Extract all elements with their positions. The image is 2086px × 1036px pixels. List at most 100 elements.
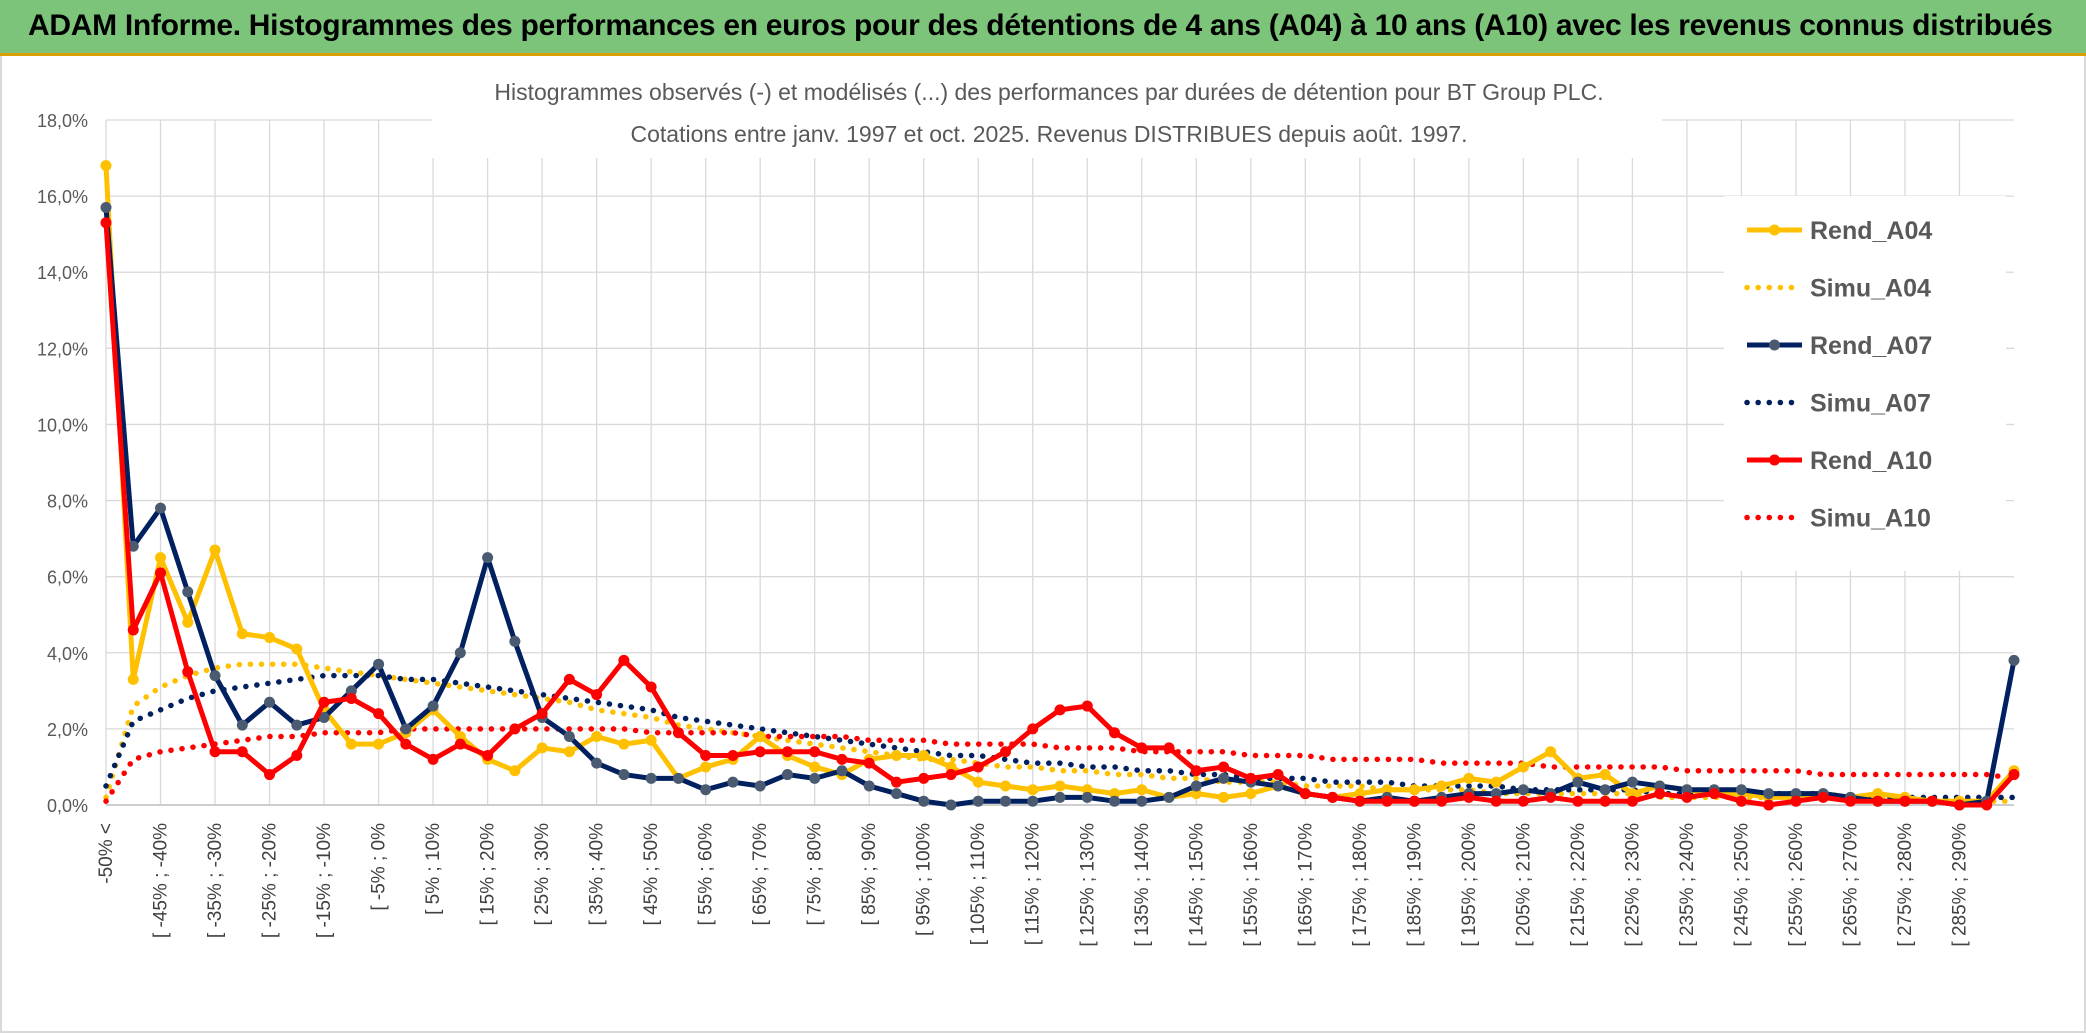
y-tick-label: 6,0% bbox=[47, 568, 88, 588]
point-rend-a10 bbox=[373, 708, 385, 720]
point-rend-a10 bbox=[890, 776, 902, 788]
point-rend-a04 bbox=[536, 742, 548, 754]
point-rend-a04 bbox=[209, 544, 221, 556]
point-rend-a04 bbox=[890, 750, 902, 762]
point-rend-a07 bbox=[918, 795, 930, 807]
point-rend-a10 bbox=[1408, 795, 1420, 807]
point-rend-a04 bbox=[345, 738, 357, 750]
point-rend-a07 bbox=[809, 772, 821, 784]
point-rend-a10 bbox=[345, 692, 357, 704]
x-tick-label: [ 95% ; 100% bbox=[914, 823, 935, 936]
point-rend-a07 bbox=[236, 719, 248, 731]
point-rend-a07 bbox=[291, 719, 303, 731]
point-rend-a10 bbox=[536, 708, 548, 720]
point-rend-a10 bbox=[1109, 727, 1121, 739]
point-rend-a07 bbox=[318, 711, 330, 723]
x-tick-label: [ 145% ; 150% bbox=[1186, 823, 1207, 947]
point-rend-a07 bbox=[1517, 784, 1529, 796]
point-rend-a10 bbox=[400, 738, 412, 750]
point-rend-a10 bbox=[809, 746, 821, 758]
point-rend-a07 bbox=[1081, 791, 1093, 803]
point-rend-a10 bbox=[1899, 795, 1911, 807]
point-rend-a10 bbox=[182, 666, 194, 678]
point-rend-a10 bbox=[972, 761, 984, 773]
point-rend-a07 bbox=[1763, 788, 1775, 800]
x-tick-label: [ 65% ; 70% bbox=[750, 823, 771, 926]
x-tick-label: [ 15% ; 20% bbox=[478, 823, 499, 926]
point-rend-a10 bbox=[482, 750, 494, 762]
point-rend-a10 bbox=[264, 769, 276, 781]
x-tick-label: [ 55% ; 60% bbox=[696, 823, 717, 926]
x-tick-label: [ 215% ; 220% bbox=[1568, 823, 1589, 947]
point-rend-a04 bbox=[1027, 784, 1039, 796]
point-rend-a10 bbox=[1953, 799, 1965, 811]
point-rend-a07 bbox=[100, 202, 112, 214]
x-tick-label: [ 35% ; 40% bbox=[587, 823, 608, 926]
legend-marker-rend-a10 bbox=[1769, 454, 1780, 466]
x-tick-label: [ 185% ; 190% bbox=[1404, 823, 1425, 947]
histogram-chart: 0,0% 2,0% 4,0% 6,0% 8,0% 10,0% 12,0% 14,0% 16,0%… bbox=[37, 58, 2020, 947]
x-tick-label: [ 205% ; 210% bbox=[1513, 823, 1534, 947]
title-background bbox=[432, 58, 1662, 158]
grid-layer bbox=[105, 119, 2014, 806]
point-rend-a10 bbox=[1926, 795, 1938, 807]
point-rend-a04 bbox=[373, 738, 385, 750]
point-rend-a04 bbox=[591, 731, 603, 742]
point-rend-a04 bbox=[291, 643, 303, 655]
y-tick-label: 18,0% bbox=[37, 111, 88, 131]
point-rend-a04 bbox=[1136, 784, 1148, 796]
point-rend-a10 bbox=[1190, 765, 1202, 777]
series-line-simu-a07 bbox=[103, 672, 2017, 801]
point-rend-a10 bbox=[509, 723, 521, 735]
point-rend-a04 bbox=[155, 552, 167, 564]
legend-label-rend-a07: Rend_A07 bbox=[1810, 332, 1932, 360]
point-rend-a10 bbox=[999, 746, 1011, 758]
point-rend-a04 bbox=[509, 765, 521, 777]
x-tick-label: [ 85% ; 90% bbox=[859, 823, 880, 926]
x-tick-label: [ 195% ; 200% bbox=[1459, 823, 1480, 947]
point-rend-a10 bbox=[1163, 742, 1175, 754]
point-rend-a07 bbox=[209, 670, 221, 682]
point-rend-a10 bbox=[1763, 799, 1775, 811]
x-tick-label: [ 255% ; 260% bbox=[1786, 823, 1807, 947]
point-rend-a10 bbox=[454, 738, 466, 750]
x-tick-label: [ 225% ; 230% bbox=[1622, 823, 1643, 947]
point-rend-a07 bbox=[591, 757, 603, 769]
point-rend-a04 bbox=[918, 750, 930, 762]
point-rend-a07 bbox=[509, 635, 521, 647]
point-rend-a07 bbox=[836, 765, 848, 777]
point-rend-a07 bbox=[1572, 776, 1584, 788]
x-tick-label: [ 75% ; 80% bbox=[805, 823, 826, 926]
legend-label-simu-a10: Simu_A10 bbox=[1810, 505, 1931, 533]
point-rend-a04 bbox=[1599, 769, 1611, 781]
series-layer bbox=[100, 160, 2020, 811]
point-rend-a10 bbox=[1245, 772, 1257, 784]
point-rend-a10 bbox=[209, 746, 221, 758]
point-rend-a10 bbox=[1735, 795, 1747, 807]
point-rend-a10 bbox=[1599, 795, 1611, 807]
x-tick-label: -50% < bbox=[96, 823, 117, 884]
point-rend-a07 bbox=[1735, 784, 1747, 796]
point-rend-a10 bbox=[1981, 799, 1993, 811]
point-rend-a10 bbox=[1327, 791, 1339, 803]
point-rend-a07 bbox=[1490, 788, 1502, 800]
point-rend-a10 bbox=[918, 772, 930, 784]
y-tick-label: 4,0% bbox=[47, 644, 88, 664]
point-rend-a04 bbox=[945, 761, 957, 773]
point-rend-a07 bbox=[1626, 776, 1638, 788]
x-tick-label: [ -15% ; -10% bbox=[314, 823, 335, 938]
point-rend-a07 bbox=[1190, 780, 1202, 792]
point-rend-a04 bbox=[809, 761, 821, 773]
point-rend-a04 bbox=[100, 160, 112, 172]
point-rend-a10 bbox=[1654, 788, 1666, 800]
point-rend-a07 bbox=[1054, 791, 1066, 803]
point-rend-a07 bbox=[1681, 784, 1693, 796]
point-rend-a10 bbox=[100, 217, 112, 229]
point-rend-a04 bbox=[700, 761, 712, 773]
legend-label-simu-a04: Simu_A04 bbox=[1810, 275, 1931, 303]
x-tick-label: [ 165% ; 170% bbox=[1295, 823, 1316, 947]
point-rend-a07 bbox=[373, 658, 385, 670]
point-rend-a10 bbox=[1218, 761, 1230, 773]
point-rend-a04 bbox=[236, 628, 248, 640]
point-rend-a07 bbox=[999, 795, 1011, 807]
